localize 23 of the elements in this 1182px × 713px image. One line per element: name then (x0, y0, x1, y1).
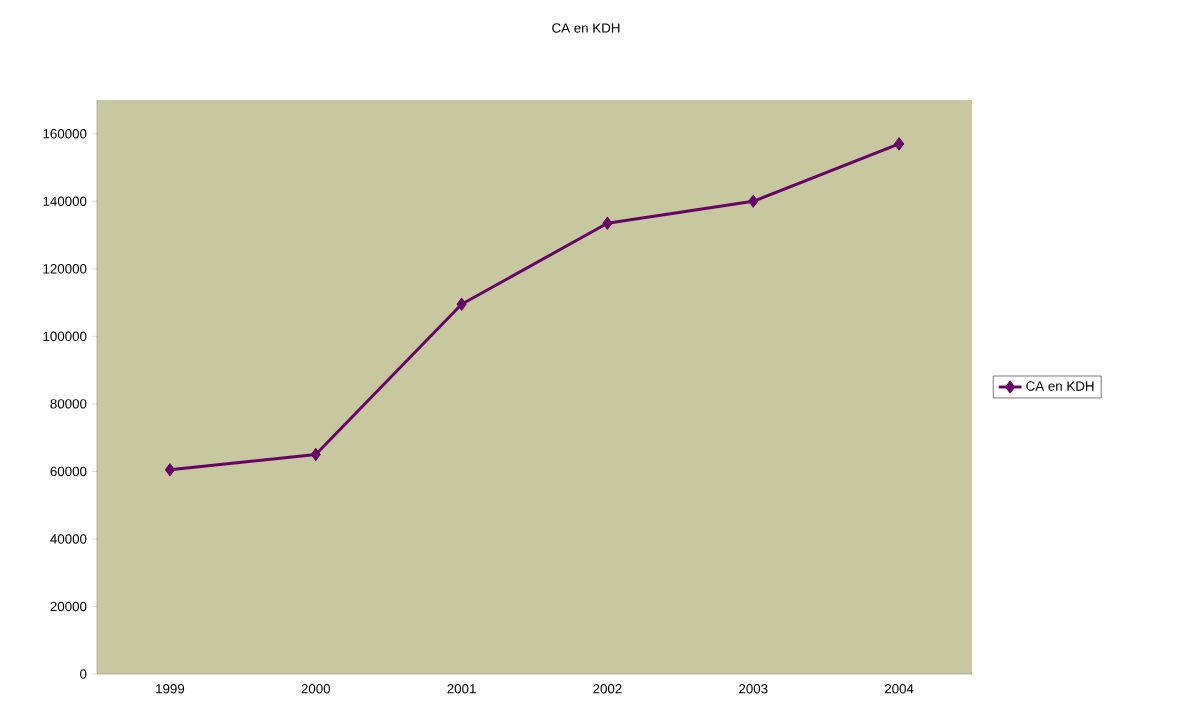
point (602, 216, 613, 230)
x-tick-label: 1999 (156, 684, 185, 694)
y-tick-label: 120000 (43, 264, 87, 274)
y-tick-label: 100000 (43, 331, 87, 342)
y-tick-label: 140000 (43, 196, 87, 206)
point (310, 447, 321, 462)
x-tick-label: 2001 (447, 684, 476, 694)
y-tick-label: 0 (80, 669, 87, 679)
y-tick-label: 20000 (50, 601, 87, 612)
point (456, 297, 467, 311)
x-tick-label: 2003 (739, 684, 768, 694)
point (894, 137, 905, 151)
y-tick-label: 80000 (50, 399, 87, 409)
y-tick-label: 160000 (43, 129, 87, 139)
legend-label: CA en KDH (1026, 381, 1094, 391)
point (748, 194, 759, 208)
y-tick-label: 60000 (50, 466, 87, 477)
x-tick-label: 2004 (884, 684, 914, 694)
y-tick-label: 40000 (50, 534, 87, 544)
point (164, 463, 175, 477)
chart-title: CA en KDH (552, 23, 620, 33)
x-tick-label: 2000 (301, 684, 331, 694)
x-tick-label: 2002 (593, 684, 622, 694)
